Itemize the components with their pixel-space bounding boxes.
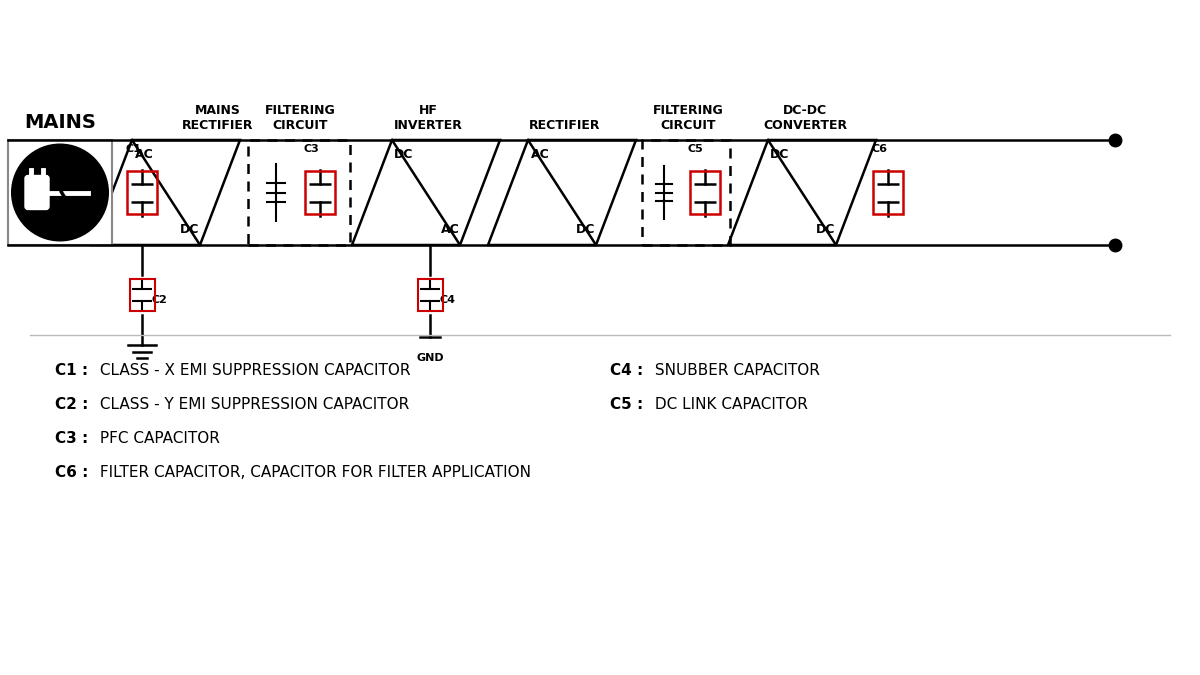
Text: DC LINK CAPACITOR: DC LINK CAPACITOR	[650, 397, 808, 412]
Circle shape	[12, 144, 108, 241]
Text: MAINS
RECTIFIER: MAINS RECTIFIER	[182, 104, 253, 132]
Text: C3 :: C3 :	[55, 431, 89, 446]
Text: AC: AC	[440, 223, 460, 236]
Text: AC: AC	[530, 148, 550, 161]
Bar	[305, 171, 335, 214]
Text: RECTIFIER: RECTIFIER	[529, 119, 601, 132]
Text: C4: C4	[440, 295, 456, 305]
Text: C3: C3	[302, 144, 319, 154]
Text: MAINS: MAINS	[24, 113, 96, 132]
Text: DC: DC	[816, 223, 835, 236]
Text: CLASS - Y EMI SUPPRESSION CAPACITOR: CLASS - Y EMI SUPPRESSION CAPACITOR	[95, 397, 409, 412]
Text: HF
INVERTER: HF INVERTER	[394, 104, 462, 132]
Text: DC: DC	[395, 148, 414, 161]
Bar	[127, 171, 157, 214]
Bar	[690, 171, 720, 214]
Text: C6 :: C6 :	[55, 465, 89, 480]
Text: C2: C2	[152, 295, 168, 305]
Text: DC: DC	[770, 148, 790, 161]
Bar	[248, 140, 350, 245]
Text: SNUBBER CAPACITOR: SNUBBER CAPACITOR	[650, 363, 820, 378]
Text: DC-DC
CONVERTER: DC-DC CONVERTER	[763, 104, 847, 132]
Text: C4 :: C4 :	[610, 363, 643, 378]
FancyBboxPatch shape	[25, 176, 49, 209]
Bar	[8, 140, 112, 245]
Text: DC: DC	[576, 223, 595, 236]
Bar	[418, 279, 443, 311]
Text: FILTER CAPACITOR, CAPACITOR FOR FILTER APPLICATION: FILTER CAPACITOR, CAPACITOR FOR FILTER A…	[95, 465, 530, 480]
Text: C1 :: C1 :	[55, 363, 88, 378]
Text: C5 :: C5 :	[610, 397, 643, 412]
Text: PFC CAPACITOR: PFC CAPACITOR	[95, 431, 220, 446]
Text: C6: C6	[871, 144, 887, 154]
Text: AC: AC	[134, 148, 154, 161]
Bar	[874, 171, 904, 214]
Text: FILTERING
CIRCUIT: FILTERING CIRCUIT	[265, 104, 335, 132]
Text: C5: C5	[688, 144, 703, 154]
Text: C2 :: C2 :	[55, 397, 89, 412]
Text: FILTERING
CIRCUIT: FILTERING CIRCUIT	[653, 104, 724, 132]
Text: DC: DC	[180, 223, 199, 236]
Bar	[130, 279, 155, 311]
Bar	[642, 140, 730, 245]
Text: CLASS - X EMI SUPPRESSION CAPACITOR: CLASS - X EMI SUPPRESSION CAPACITOR	[95, 363, 410, 378]
Text: GND: GND	[416, 353, 444, 363]
Text: C1: C1	[125, 144, 140, 154]
